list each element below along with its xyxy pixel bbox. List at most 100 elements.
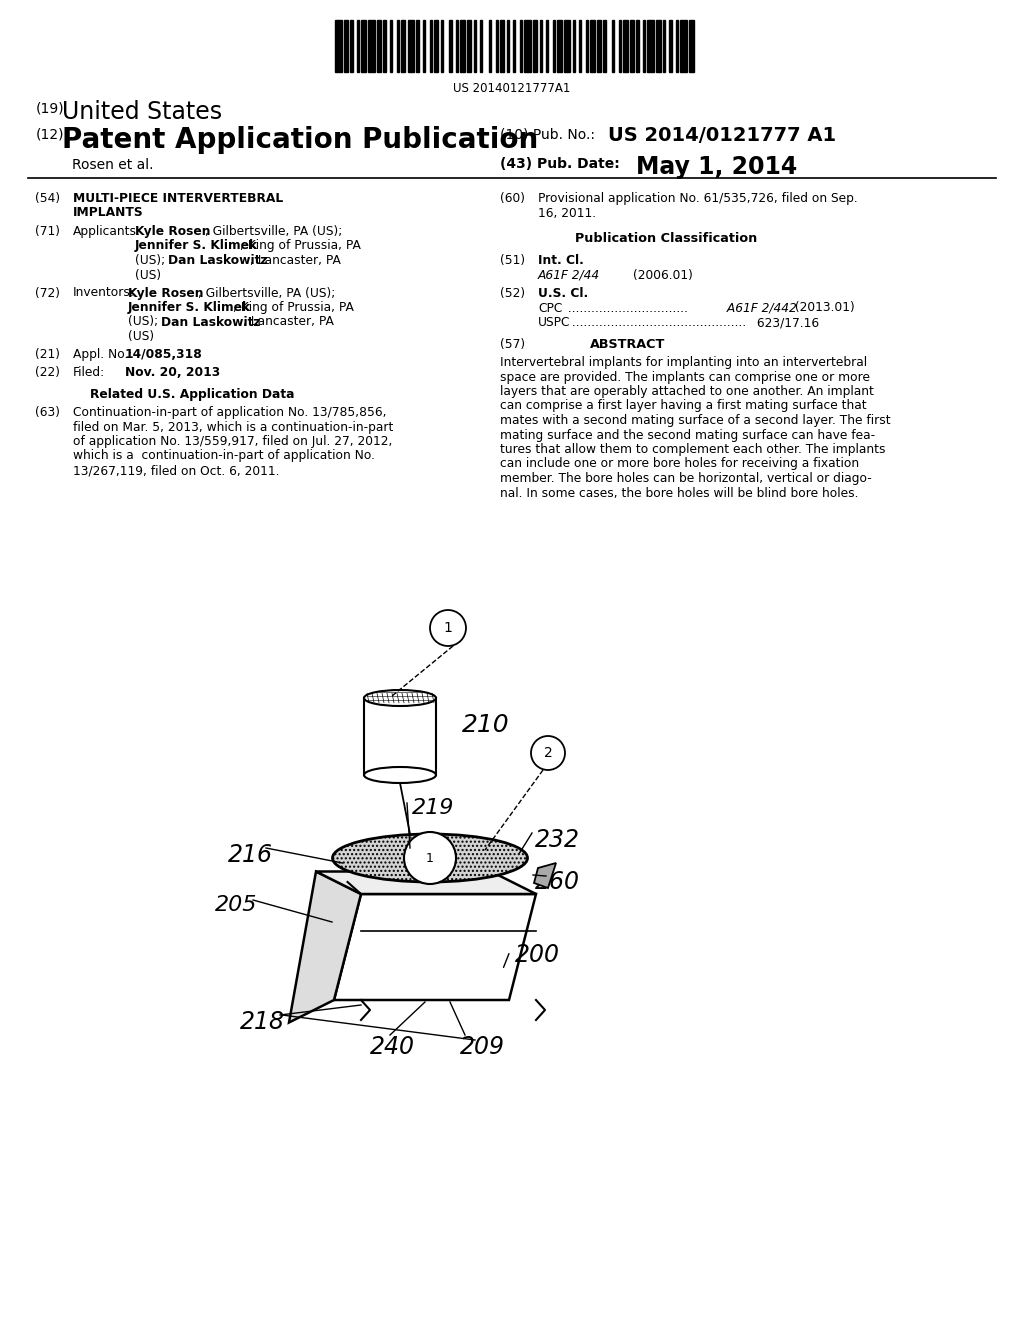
Polygon shape	[534, 863, 556, 888]
Text: , King of Prussia, PA: , King of Prussia, PA	[240, 239, 360, 252]
Polygon shape	[289, 871, 361, 1023]
Text: .............................................: ........................................…	[568, 315, 746, 329]
Bar	[676, 20, 678, 73]
Text: nal. In some cases, the bore holes will be blind bore holes.: nal. In some cases, the bore holes will …	[500, 487, 858, 499]
Text: (60): (60)	[500, 191, 525, 205]
Text: Intervertebral implants for implanting into an intervertebral: Intervertebral implants for implanting i…	[500, 356, 867, 370]
Text: 13/267,119, filed on Oct. 6, 2011.: 13/267,119, filed on Oct. 6, 2011.	[73, 465, 280, 477]
Text: Kyle Rosen: Kyle Rosen	[135, 224, 211, 238]
Circle shape	[404, 832, 456, 884]
Text: (12): (12)	[36, 128, 65, 143]
Bar	[580, 20, 582, 73]
Text: 1: 1	[443, 620, 453, 635]
Text: Kyle Rosen: Kyle Rosen	[128, 286, 204, 300]
Text: (71): (71)	[35, 224, 60, 238]
Text: Related U.S. Application Data: Related U.S. Application Data	[90, 388, 295, 401]
Bar	[417, 20, 419, 73]
Bar	[408, 20, 414, 73]
Text: CPC: CPC	[538, 301, 562, 314]
Text: United States: United States	[62, 100, 222, 124]
Bar	[461, 20, 465, 73]
Text: (51): (51)	[500, 253, 525, 267]
Bar	[430, 20, 432, 73]
Bar	[670, 20, 672, 73]
Text: May 1, 2014: May 1, 2014	[636, 154, 798, 180]
Bar	[377, 20, 381, 73]
Bar	[520, 20, 522, 73]
Text: 219: 219	[412, 799, 455, 818]
Text: US 20140121777A1: US 20140121777A1	[454, 82, 570, 95]
Text: (21): (21)	[35, 348, 60, 360]
Bar	[603, 20, 605, 73]
Bar	[357, 20, 359, 73]
Circle shape	[430, 610, 466, 645]
Bar	[368, 20, 375, 73]
Bar	[467, 20, 471, 73]
Text: member. The bore holes can be horizontal, vertical or diago-: member. The bore holes can be horizontal…	[500, 473, 871, 484]
Text: ABSTRACT: ABSTRACT	[590, 338, 666, 351]
Text: mates with a second mating surface of a second layer. The first: mates with a second mating surface of a …	[500, 414, 891, 426]
Text: Jennifer S. Klimek: Jennifer S. Klimek	[128, 301, 251, 314]
Bar	[383, 20, 386, 73]
Text: Rosen et al.: Rosen et al.	[72, 158, 154, 172]
Text: A61F 2/442: A61F 2/442	[723, 301, 797, 314]
Bar	[524, 20, 530, 73]
Text: 209: 209	[460, 1035, 505, 1059]
Bar	[480, 20, 482, 73]
Ellipse shape	[364, 690, 436, 706]
Bar	[636, 20, 639, 73]
Text: tures that allow them to complement each other. The implants: tures that allow them to complement each…	[500, 444, 886, 455]
Text: (US);: (US);	[135, 253, 169, 267]
Text: (19): (19)	[36, 102, 65, 116]
Text: 2: 2	[544, 746, 552, 760]
Text: Int. Cl.: Int. Cl.	[538, 253, 584, 267]
Text: 1: 1	[426, 851, 434, 865]
Text: mating surface and the second mating surface can have fea-: mating surface and the second mating sur…	[500, 429, 876, 441]
Text: can include one or more bore holes for receiving a fixation: can include one or more bore holes for r…	[500, 458, 859, 470]
Text: , Lancaster, PA: , Lancaster, PA	[250, 253, 341, 267]
Text: (22): (22)	[35, 366, 60, 379]
Bar	[534, 20, 538, 73]
Text: MULTI-PIECE INTERVERTEBRAL: MULTI-PIECE INTERVERTEBRAL	[73, 191, 284, 205]
Text: Nov. 20, 2013: Nov. 20, 2013	[125, 366, 220, 379]
Text: 210: 210	[462, 713, 510, 737]
Text: (2013.01): (2013.01)	[791, 301, 855, 314]
Bar	[344, 20, 348, 73]
Text: Dan Laskowitz: Dan Laskowitz	[168, 253, 267, 267]
Ellipse shape	[364, 767, 436, 783]
Bar	[597, 20, 601, 73]
Text: Appl. No.:: Appl. No.:	[73, 348, 132, 360]
Text: , King of Prussia, PA: , King of Prussia, PA	[233, 301, 354, 314]
Text: (10) Pub. No.:: (10) Pub. No.:	[500, 128, 595, 143]
Text: Dan Laskowitz: Dan Laskowitz	[161, 315, 260, 329]
Text: (52): (52)	[500, 286, 525, 300]
Bar	[513, 20, 515, 73]
Text: Filed:: Filed:	[73, 366, 105, 379]
Text: space are provided. The implants can comprise one or more: space are provided. The implants can com…	[500, 371, 870, 384]
Text: USPC: USPC	[538, 315, 570, 329]
Bar	[564, 20, 570, 73]
Text: (72): (72)	[35, 286, 60, 300]
Ellipse shape	[333, 834, 527, 882]
Text: filed on Mar. 5, 2013, which is a continuation-in-part: filed on Mar. 5, 2013, which is a contin…	[73, 421, 393, 433]
Text: IMPLANTS: IMPLANTS	[73, 206, 143, 219]
Text: 240: 240	[370, 1035, 415, 1059]
Bar	[643, 20, 645, 73]
Text: 216: 216	[228, 843, 273, 867]
Text: Applicants:: Applicants:	[73, 224, 141, 238]
Text: , Gilbertsville, PA (US);: , Gilbertsville, PA (US);	[198, 286, 335, 300]
Text: Jennifer S. Klimek: Jennifer S. Klimek	[135, 239, 258, 252]
Polygon shape	[334, 894, 536, 1001]
Bar	[557, 20, 561, 73]
Bar	[500, 20, 505, 73]
Bar	[450, 20, 452, 73]
Bar	[540, 20, 542, 73]
Text: (57): (57)	[500, 338, 525, 351]
Text: Patent Application Publication: Patent Application Publication	[62, 125, 539, 154]
Bar	[396, 20, 398, 73]
Bar	[572, 20, 574, 73]
Bar	[647, 20, 654, 73]
Bar	[361, 20, 366, 73]
Text: 218: 218	[240, 1010, 285, 1034]
Text: 16, 2011.: 16, 2011.	[538, 206, 596, 219]
